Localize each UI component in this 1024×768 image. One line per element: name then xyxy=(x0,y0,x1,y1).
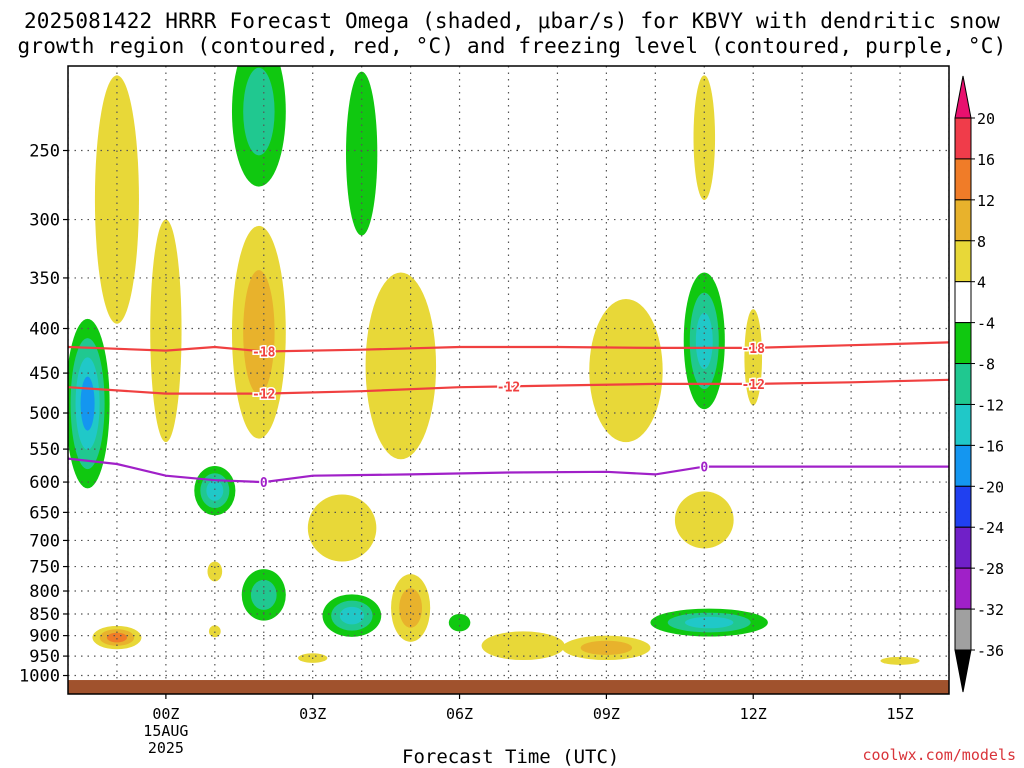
x-tick-label-12: 12Z xyxy=(740,705,767,723)
dgz-minus18-label-0: -18 xyxy=(252,345,276,360)
omega-shaded-region-1-level-0 xyxy=(94,75,139,324)
colorbar-label-13: -36 xyxy=(977,642,1004,660)
freezing-level-label-0: 0 xyxy=(260,476,268,491)
colorbar-bottom-arrow xyxy=(954,649,972,693)
omega-shaded-region-13-level-2 xyxy=(339,606,364,625)
omega-shaded-region-25-level-0 xyxy=(880,656,920,665)
y-tick-label-350: 350 xyxy=(29,269,60,289)
omega-shaded-region-15-level-1 xyxy=(399,588,423,628)
colorbar-cell-8 xyxy=(954,444,972,487)
y-tick-label-950: 950 xyxy=(29,647,60,667)
terrain-surface xyxy=(68,680,949,694)
x-tick-label-0: 00Z xyxy=(152,705,179,723)
y-tick-label-800: 800 xyxy=(29,582,60,602)
colorbar-cell-1 xyxy=(954,158,972,201)
y-tick-label-650: 650 xyxy=(29,503,60,523)
x-tick-date-0: 15AUG xyxy=(143,722,188,740)
chart-title-line-2: growth region (contoured, red, °C) and f… xyxy=(17,34,1007,58)
y-tick-label-450: 450 xyxy=(29,364,60,384)
dgz-minus12-label-1: -12 xyxy=(497,380,520,395)
omega-shaded-region-2-level-0 xyxy=(150,219,182,443)
colorbar-cell-11 xyxy=(954,567,972,610)
y-tick-label-850: 850 xyxy=(29,605,60,625)
omega-shaded-region-19-level-1 xyxy=(580,640,633,655)
colorbar-label-2: 12 xyxy=(977,192,995,210)
y-tick-label-1000: 1000 xyxy=(19,667,60,687)
colorbar-label-11: -28 xyxy=(977,560,1004,578)
omega-shaded-region-8-level-1 xyxy=(243,270,275,395)
colorbar-label-6: -8 xyxy=(977,356,995,374)
omega-shaded-region-23-level-2 xyxy=(684,616,734,629)
freezing-level-label-1: 0 xyxy=(700,461,708,476)
omega-shaded-region-10-level-0 xyxy=(346,71,378,236)
omega-shaded-region-6-level-0 xyxy=(208,625,221,638)
y-tick-label-750: 750 xyxy=(29,558,60,578)
colorbar-top-arrow xyxy=(954,75,972,119)
y-tick-label-400: 400 xyxy=(29,320,60,340)
y-tick-label-500: 500 xyxy=(29,404,60,424)
omega-shaded-region-16-level-0 xyxy=(448,613,471,632)
colorbar-cell-5 xyxy=(954,322,972,365)
omega-shaded-region-0-level-3 xyxy=(80,376,95,431)
colorbar-label-4: 4 xyxy=(977,274,986,292)
omega-shaded-region-14-level-0 xyxy=(365,272,437,460)
colorbar-label-0: 20 xyxy=(977,110,995,128)
chart-title-line-1: 2025081422 HRRR Forecast Omega (shaded, … xyxy=(23,9,1001,33)
colorbar-cell-12 xyxy=(954,608,972,651)
colorbar-label-5: -4 xyxy=(977,315,995,333)
omega-shaded-region-4-level-2 xyxy=(206,480,224,501)
y-tick-label-700: 700 xyxy=(29,531,60,551)
omega-shaded-region-5-level-0 xyxy=(207,561,223,582)
colorbar-cell-9 xyxy=(954,485,972,528)
x-tick-label-9: 09Z xyxy=(593,705,620,723)
omega-shaded-region-9-level-1 xyxy=(250,579,277,610)
colorbar-label-1: 16 xyxy=(977,151,995,169)
y-tick-label-900: 900 xyxy=(29,627,60,647)
colorbar-label-7: -12 xyxy=(977,396,1004,414)
omega-shaded-region-11-level-0 xyxy=(307,494,377,562)
omega-shaded-region-24-level-0 xyxy=(744,309,763,406)
x-tick-year-0: 2025 xyxy=(148,739,184,757)
colorbar-label-9: -20 xyxy=(977,478,1004,496)
colorbar-cell-4 xyxy=(954,281,972,324)
colorbar-cell-7 xyxy=(954,403,972,446)
omega-shaded-region-21-level-2 xyxy=(695,312,713,369)
y-tick-label-250: 250 xyxy=(29,142,60,162)
freezing-level-contour xyxy=(68,457,949,484)
y-tick-label-550: 550 xyxy=(29,440,60,460)
y-tick-label-600: 600 xyxy=(29,473,60,493)
y-tick-label-300: 300 xyxy=(29,211,60,231)
omega-shaded-region-22-level-0 xyxy=(674,491,734,549)
colorbar-cell-6 xyxy=(954,363,972,405)
dgz-minus12-label-2: -12 xyxy=(741,378,764,393)
omega-shaded-region-17-level-0 xyxy=(481,631,565,661)
colorbar-cell-0 xyxy=(954,117,972,160)
dgz-minus12-label-0: -12 xyxy=(252,388,275,403)
omega-shaded-region-18-level-0 xyxy=(589,298,663,443)
colorbar-cell-10 xyxy=(954,526,972,569)
colorbar-label-10: -24 xyxy=(977,519,1004,537)
x-tick-label-15: 15Z xyxy=(887,705,914,723)
colorbar-label-3: 8 xyxy=(977,233,986,251)
source-credit: coolwx.com/models xyxy=(862,746,1016,764)
colorbar-cell-2 xyxy=(954,199,972,242)
colorbar-cell-3 xyxy=(954,240,972,283)
dgz-minus18-label-1: -18 xyxy=(741,342,765,357)
dgz-minus18-contour xyxy=(68,341,949,353)
colorbar-label-12: -32 xyxy=(977,601,1004,619)
omega-shaded-region-7-level-1 xyxy=(243,67,275,156)
plot-area: -18 -18 -12 -12 -12 0 0 xyxy=(68,66,949,694)
omega-shaded-region-3-level-2 xyxy=(106,632,128,643)
plot-frame xyxy=(67,65,950,695)
x-axis-label: Forecast Time (UTC) xyxy=(402,746,620,768)
dgz-minus12-contour xyxy=(68,378,949,395)
x-tick-label-3: 03Z xyxy=(299,705,326,723)
x-tick-label-6: 06Z xyxy=(446,705,473,723)
colorbar-label-8: -16 xyxy=(977,437,1004,455)
